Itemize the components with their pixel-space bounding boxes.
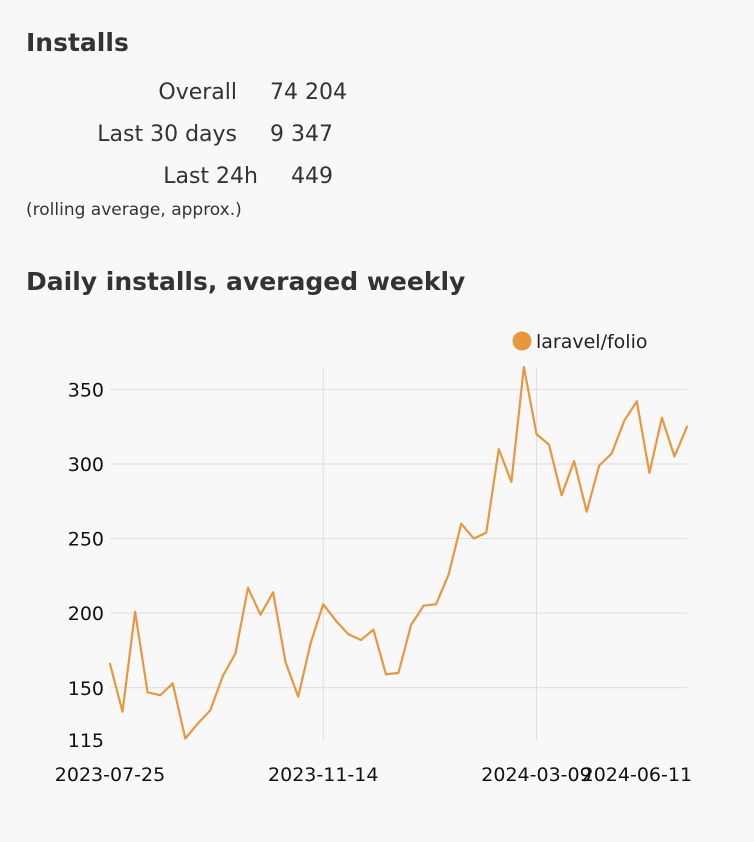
stat-value: 74 204: [270, 80, 347, 105]
y-tick-label: 300: [68, 454, 104, 476]
x-tick-label: 2023-11-14: [268, 764, 378, 786]
stat-label: Last 30 days: [97, 122, 237, 147]
stat-value: 9 347: [270, 122, 333, 147]
legend-marker: [512, 331, 532, 351]
line-layer: [108, 365, 689, 740]
legend[interactable]: laravel/folio: [512, 331, 648, 353]
y-tick-label: 150: [68, 678, 104, 700]
stat-value: 449: [291, 164, 333, 189]
chart-title: Daily installs, averaged weekly: [26, 267, 466, 296]
x-grid-layer: [322, 367, 537, 740]
y-tick-label: 350: [68, 379, 104, 401]
y-tick-label: 250: [68, 529, 104, 551]
stat-row-overall: Overall 74 204: [0, 80, 754, 108]
rolling-average-note: (rolling average, approx.): [26, 200, 242, 220]
installs-title: Installs: [26, 28, 129, 57]
x-tick-label: 2023-07-25: [55, 764, 165, 786]
stat-label: Last 24h: [163, 164, 258, 189]
legend-label: laravel/folio: [536, 331, 648, 353]
x-tick-label: 2024-06-11: [582, 764, 692, 786]
grid-layer: [110, 388, 687, 689]
stat-label: Overall: [158, 80, 237, 105]
stat-row-last-24h: Last 24h 449: [0, 164, 754, 192]
stat-row-last-30-days: Last 30 days 9 347: [0, 122, 754, 150]
y-tick-label: 115: [68, 730, 104, 752]
y-tick-label: 200: [68, 603, 104, 625]
series-line-laravel-folio: [108, 365, 689, 740]
x-tick-label: 2024-03-09: [481, 764, 591, 786]
y-tick-labels: 350 300 250 200 150 115: [68, 379, 104, 752]
